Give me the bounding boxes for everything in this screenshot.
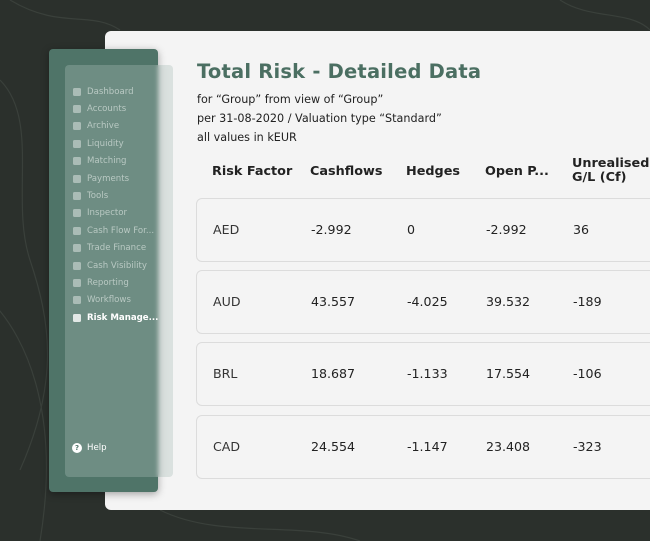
sidebar-item-liquidity[interactable]: Liquidity	[72, 135, 167, 152]
table-cell: AUD	[213, 294, 241, 309]
help-link[interactable]: ? Help	[72, 443, 107, 453]
sidebar-item-label: Tools	[87, 191, 109, 202]
sidebar-item-label: Dashboard	[87, 86, 134, 97]
inspector-icon	[72, 208, 82, 218]
table-cell: 36	[573, 222, 590, 237]
header-hedges[interactable]: Hedges	[406, 164, 461, 179]
table-cell: BRL	[213, 366, 238, 381]
sidebar-item-inspector[interactable]: Inspector	[72, 205, 167, 222]
archive-icon	[72, 121, 82, 131]
sidebar-item-reporting[interactable]: Reporting	[72, 274, 167, 291]
table-cell: 24.554	[311, 439, 356, 454]
table-cell: -1.133	[407, 366, 448, 381]
sidebar-item-archive[interactable]: Archive	[72, 118, 167, 135]
dashboard-icon	[72, 87, 82, 97]
sidebar-item-dashboard[interactable]: Dashboard	[72, 83, 167, 100]
table-cell: -323	[573, 439, 602, 454]
sidebar-item-label: Risk Manage...	[87, 312, 159, 323]
subtitle-line-2: per 31-08-2020 / Valuation type “Standar…	[197, 112, 442, 125]
header-risk-factor[interactable]: Risk Factor	[212, 164, 293, 179]
table-cell: 39.532	[486, 294, 531, 309]
sidebar-item-label: Liquidity	[87, 138, 124, 149]
table-cell: -106	[573, 366, 602, 381]
sidebar-item-cash-visibility[interactable]: Cash Visibility	[72, 257, 167, 274]
table-row[interactable]: BRL 18.687 -1.133 17.554 -106	[196, 342, 650, 406]
table-cell: AED	[213, 222, 240, 237]
table-cell: -4.025	[407, 294, 448, 309]
sidebar-nav: Dashboard Accounts Archive Liquidity Matchin…	[72, 83, 167, 326]
liquidity-icon	[72, 139, 82, 149]
payments-icon	[72, 174, 82, 184]
table-cell: 43.557	[311, 294, 356, 309]
table-cell: 17.554	[486, 366, 531, 381]
cashflow-icon	[72, 226, 82, 236]
sidebar-item-label: Inspector	[87, 208, 128, 219]
table-cell: -2.992	[486, 222, 527, 237]
sidebar-item-accounts[interactable]: Accounts	[72, 100, 167, 117]
table-cell: 18.687	[311, 366, 356, 381]
sidebar-item-label: Cash Visibility	[87, 260, 147, 271]
sidebar-item-trade-finance[interactable]: Trade Finance	[72, 240, 167, 257]
gear-icon	[72, 191, 82, 201]
table-row[interactable]: CAD 24.554 -1.147 23.408 -323	[196, 415, 650, 479]
table-cell: CAD	[213, 439, 241, 454]
help-icon: ?	[72, 443, 82, 453]
sidebar-item-label: Archive	[87, 121, 120, 132]
sidebar-item-cashflow[interactable]: Cash Flow For...	[72, 222, 167, 239]
header-cashflows[interactable]: Cashflows	[310, 164, 383, 179]
sidebar-item-payments[interactable]: Payments	[72, 170, 167, 187]
help-label: Help	[87, 443, 107, 453]
page-title: Total Risk - Detailed Data	[197, 60, 482, 83]
subtitle-line-1: for “Group” from view of “Group”	[197, 93, 384, 106]
header-open-position[interactable]: Open P...	[485, 164, 549, 179]
sidebar-item-label: Workflows	[87, 295, 131, 306]
trade-finance-icon	[72, 243, 82, 253]
workflows-icon	[72, 295, 82, 305]
header-unrealised-line-2: G/L (Cf)	[572, 170, 627, 185]
matching-icon	[72, 156, 82, 166]
sidebar-item-matching[interactable]: Matching	[72, 153, 167, 170]
sidebar-inner	[65, 65, 173, 477]
table-cell: -189	[573, 294, 602, 309]
subtitle-line-3: all values in kEUR	[197, 131, 297, 144]
table-cell: -2.992	[311, 222, 352, 237]
table-cell: -1.147	[407, 439, 448, 454]
accounts-icon	[72, 104, 82, 114]
header-unrealised-line-1: Unrealised	[572, 156, 650, 171]
table-cell: 23.408	[486, 439, 531, 454]
risk-management-icon	[72, 313, 82, 323]
sidebar-item-label: Cash Flow For...	[87, 225, 155, 236]
sidebar-item-gear[interactable]: Tools	[72, 187, 167, 204]
sidebar-item-label: Matching	[87, 156, 127, 167]
sidebar-item-label: Accounts	[87, 104, 127, 115]
table-row[interactable]: AUD 43.557 -4.025 39.532 -189	[196, 270, 650, 334]
table-row[interactable]: AED -2.992 0 -2.992 36	[196, 198, 650, 262]
header-unrealised[interactable]: Unrealised G/L (Cf)	[572, 157, 649, 185]
sidebar-item-workflows[interactable]: Workflows	[72, 292, 167, 309]
table-cell: 0	[407, 222, 416, 237]
cash-visibility-icon	[72, 261, 82, 271]
sidebar-item-label: Trade Finance	[87, 243, 147, 254]
sidebar-item-risk-management[interactable]: Risk Manage...	[72, 309, 167, 326]
sidebar-item-label: Reporting	[87, 277, 129, 288]
sidebar-item-label: Payments	[87, 173, 130, 184]
reporting-icon	[72, 278, 82, 288]
